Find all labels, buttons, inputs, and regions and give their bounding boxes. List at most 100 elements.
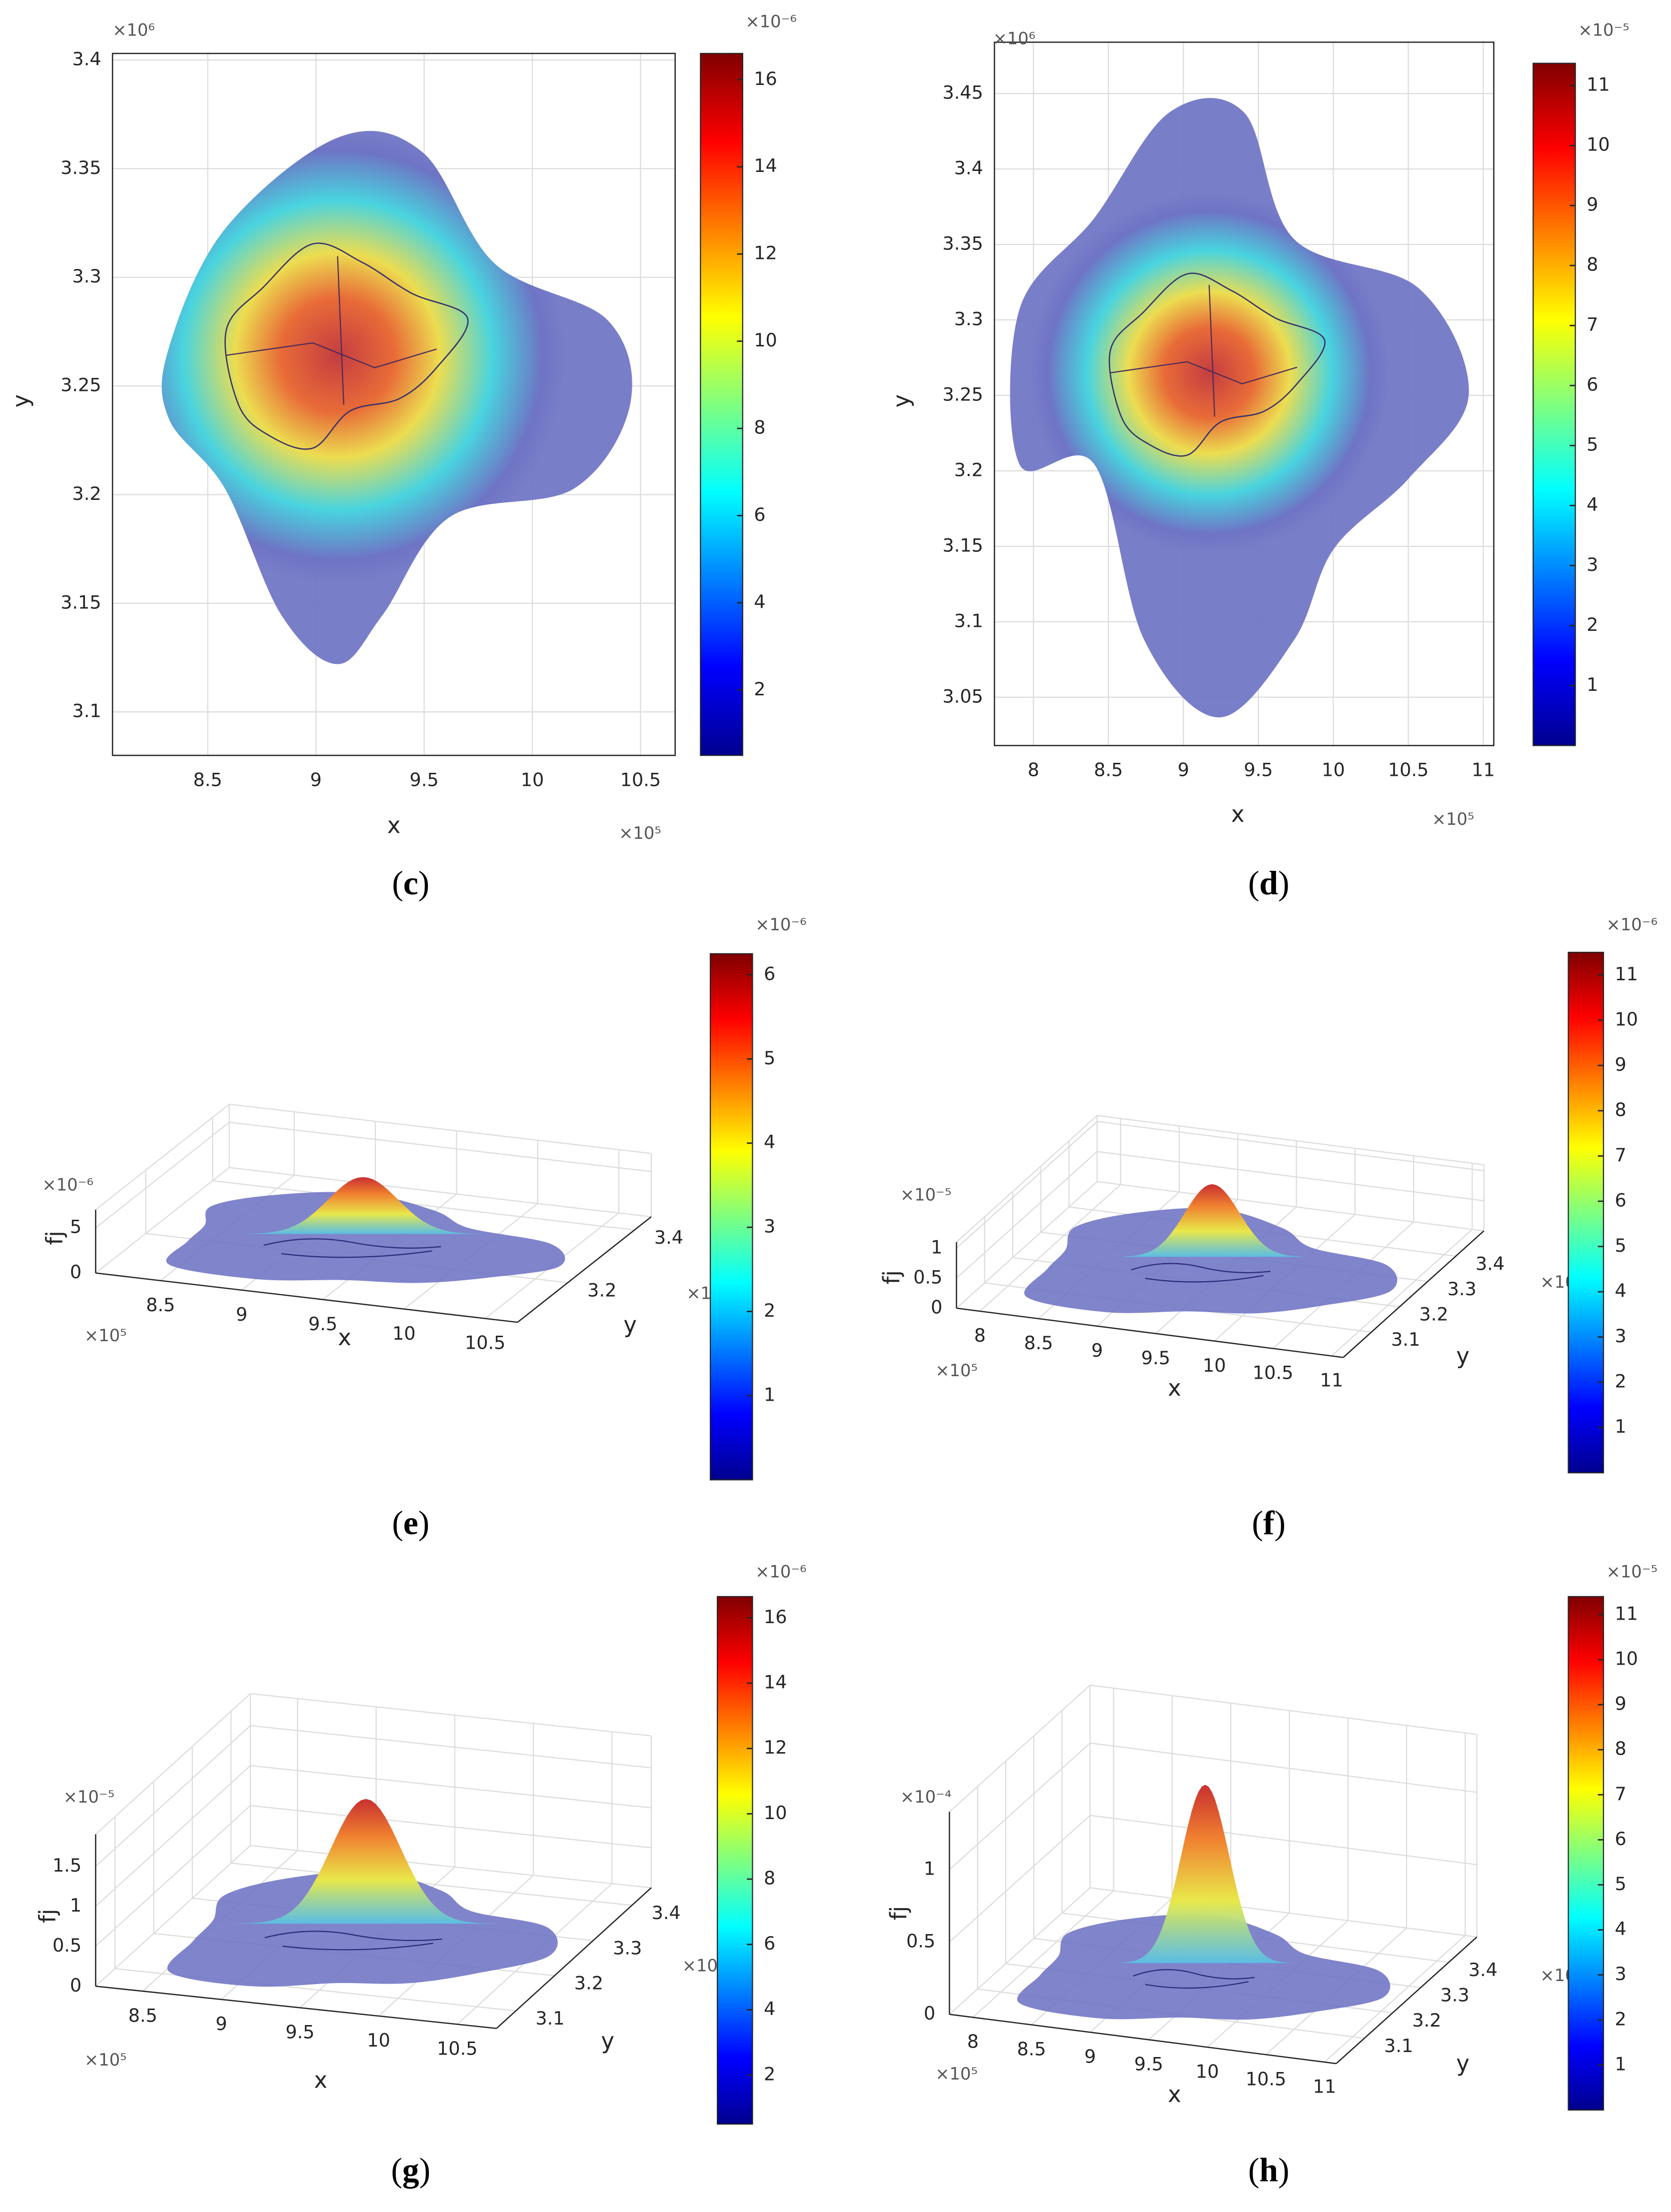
x-tick-label: 10.5: [437, 2038, 477, 2060]
y-multiplier: ×1: [686, 1283, 711, 1303]
y-axis-label: y: [623, 1312, 637, 1338]
colorbar-tick-label: 1: [764, 1384, 775, 1405]
panel-label: (h): [1248, 2151, 1290, 2189]
x-tick-label: 9.5: [1244, 759, 1273, 781]
x-axis-label: x: [314, 2067, 327, 2094]
colorbar-tick-label: 14: [764, 1672, 787, 1693]
panel-label: (d): [1248, 864, 1290, 901]
colorbar-tick-label: 11: [1615, 1603, 1638, 1624]
x-tick-label: 10.5: [465, 1332, 505, 1354]
x-tick-label: 11: [1472, 759, 1495, 781]
grid-line: [1090, 1742, 1477, 1793]
x-tick-label: 8: [967, 2031, 979, 2053]
z-multiplier: ×10⁻⁶: [42, 1175, 93, 1195]
y-tick-label: 3.15: [60, 591, 101, 613]
grid-line: [949, 1815, 1091, 1943]
x-axis-label: x: [1168, 2081, 1181, 2108]
colorbar: [717, 1596, 753, 2125]
panel-label: (e): [392, 1504, 429, 1542]
box-edge: [1090, 1685, 1477, 1735]
grid-line: [1331, 1229, 1473, 1357]
x-multiplier: ×10⁵: [84, 1326, 127, 1345]
grid-line: [250, 1805, 651, 1849]
grid-line: [1097, 1181, 1484, 1232]
x-tick-label: 8.5: [146, 1294, 175, 1316]
x-tick-label: 9: [310, 769, 321, 790]
colorbar-multiplier: ×10⁻⁵: [1607, 1562, 1658, 1582]
x-multiplier: ×10⁵: [935, 1361, 978, 1380]
colorbar-tick-label: 6: [1587, 374, 1598, 395]
z-tick-label: 0: [931, 1297, 942, 1318]
grid-line: [1090, 1815, 1477, 1866]
colorbar: [1568, 1596, 1605, 2111]
y-tick-label: 3.1: [1384, 2035, 1413, 2057]
y-multiplier: ×10: [682, 1956, 718, 1975]
grid-line: [956, 1181, 1098, 1309]
grid-line: [229, 1122, 651, 1172]
y-tick-label: 3.2: [1419, 1304, 1448, 1325]
colorbar-tick-label: 5: [1615, 1873, 1626, 1895]
grid-line: [250, 1845, 651, 1889]
z-tick-label: 0: [924, 2003, 935, 2024]
colorbar-tick-label: 4: [1587, 494, 1598, 515]
boundary: [1133, 1969, 1255, 1989]
z-axis-label: fj: [878, 1270, 905, 1284]
box-edge: [956, 1115, 1098, 1243]
box-edge: [95, 1104, 230, 1210]
z-tick-label: 1: [931, 1236, 942, 1258]
x-tick-label: 9.5: [409, 769, 438, 790]
x-axis-label: x: [1168, 1375, 1181, 1401]
x-tick-label: 10: [1322, 759, 1345, 781]
grid-line: [95, 1725, 251, 1867]
colorbar-tick-label: 11: [1615, 963, 1638, 985]
y-tick-label: 3.1: [72, 700, 101, 722]
x-tick-label: 9: [215, 2013, 227, 2035]
colorbar-tick-label: 2: [1587, 614, 1598, 635]
x-tick-label: 10: [521, 769, 544, 790]
axes-frame: [994, 41, 1495, 746]
x-multiplier: ×10⁵: [619, 823, 661, 843]
y-tick-label: 3.35: [943, 233, 983, 254]
grid-line: [1324, 1935, 1466, 2063]
x-tick-label: 10.5: [1253, 1362, 1293, 1384]
y-tick-label: 3.2: [72, 483, 101, 504]
colorbar: [700, 52, 743, 756]
x-tick-label: 9: [1091, 1340, 1103, 1361]
colorbar: [1568, 951, 1605, 1474]
y-tick-label: 3.2: [587, 1279, 616, 1301]
z-tick-label: 0.5: [913, 1266, 942, 1288]
boundary: [263, 1238, 441, 1258]
colorbar-tick-label: 12: [754, 242, 777, 264]
x-tick-label: 9.5: [308, 1313, 337, 1335]
colorbar-tick-label: 14: [754, 155, 777, 176]
x-tick-label: 11: [1320, 1370, 1344, 1391]
x-tick-label: 9: [1084, 2046, 1096, 2068]
y-tick-label: 3.05: [943, 685, 983, 707]
colorbar-tick-label: 1: [1615, 1416, 1626, 1437]
box-edge: [250, 1693, 651, 1737]
grid-line: [95, 1167, 230, 1274]
y-multiplier: ×10⁶: [112, 20, 155, 39]
x-tick-label: 8.5: [1017, 2039, 1046, 2060]
x-tick-label: 10.5: [1246, 2068, 1286, 2090]
y-tick-label: 3.4: [652, 1902, 681, 1924]
colorbar-tick-label: 6: [764, 963, 775, 984]
x-tick-label: 10: [392, 1323, 416, 1344]
x-tick-label: 8.5: [128, 2005, 157, 2026]
z-axis-label: fj: [34, 1909, 60, 1923]
density-peak: [1096, 1184, 1329, 1257]
grid-line: [949, 1743, 1091, 1871]
x-axis: [95, 1272, 518, 1323]
x-tick-label: 9: [1178, 759, 1189, 781]
colorbar-tick-label: 11: [1587, 74, 1610, 95]
colorbar-multiplier: ×10⁻⁶: [745, 12, 797, 31]
x-tick-label: 8: [974, 1325, 986, 1346]
y-axis-label: y: [7, 394, 34, 408]
box-edge: [95, 1693, 251, 1835]
y-tick-label: 3.2: [954, 459, 983, 480]
colorbar-tick-label: 10: [1587, 134, 1610, 155]
colorbar-tick-label: 8: [1587, 254, 1598, 275]
colorbar-tick-label: 4: [1615, 1280, 1626, 1302]
colorbar-tick-label: 4: [1615, 1918, 1626, 1940]
x-tick-label: 9: [236, 1304, 247, 1325]
